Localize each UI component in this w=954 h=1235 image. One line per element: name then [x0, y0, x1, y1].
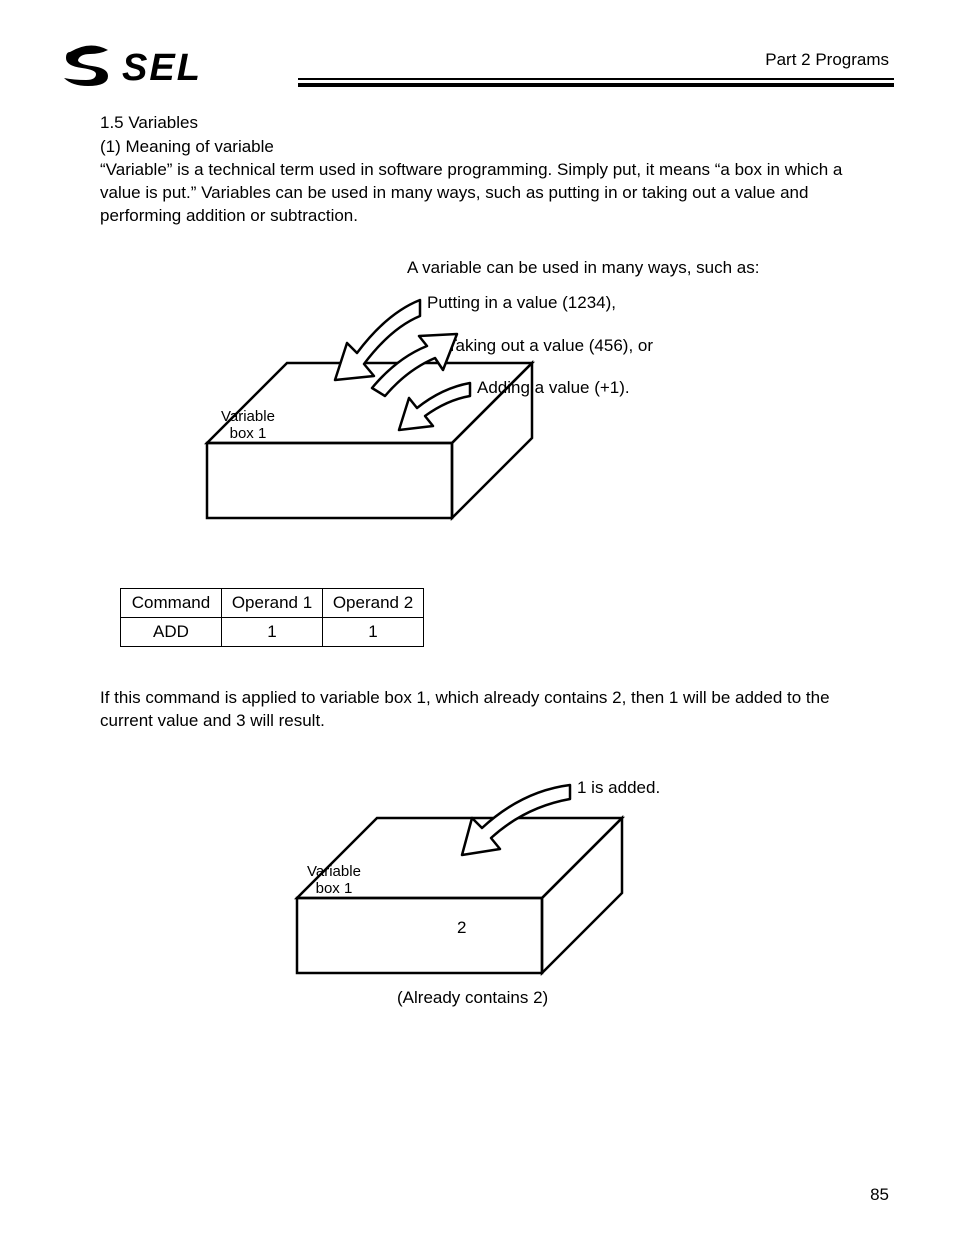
table-header-operand2: Operand 2 — [323, 588, 424, 617]
table-row: ADD 1 1 — [121, 617, 424, 646]
section-title: 1.5 Variables — [100, 113, 894, 133]
table-header-operand1: Operand 1 — [222, 588, 323, 617]
intro-paragraph: “Variable” is a technical term used in s… — [100, 159, 854, 228]
table-cell: ADD — [121, 617, 222, 646]
table-header-command: Command — [121, 588, 222, 617]
diagram1-svg — [177, 258, 777, 548]
mid-paragraph: If this command is applied to variable b… — [100, 687, 854, 733]
ssel-logo: SEL — [60, 40, 290, 93]
section-subtitle: (1) Meaning of variable — [100, 137, 894, 157]
table-cell: 1 — [222, 617, 323, 646]
variable-box-diagram-2: 1 is added. Variable box 1 2 (Already co… — [267, 773, 687, 1033]
header-rule-lines — [298, 78, 894, 87]
command-table: Command Operand 1 Operand 2 ADD 1 1 — [120, 588, 894, 647]
svg-text:SEL: SEL — [122, 47, 202, 88]
part-label: Part 2 Programs — [765, 50, 889, 70]
page-number: 85 — [870, 1185, 889, 1205]
variable-box-diagram-1: A variable can be used in many ways, suc… — [177, 258, 777, 548]
diagram2-svg — [267, 773, 687, 1033]
table-cell: 1 — [323, 617, 424, 646]
